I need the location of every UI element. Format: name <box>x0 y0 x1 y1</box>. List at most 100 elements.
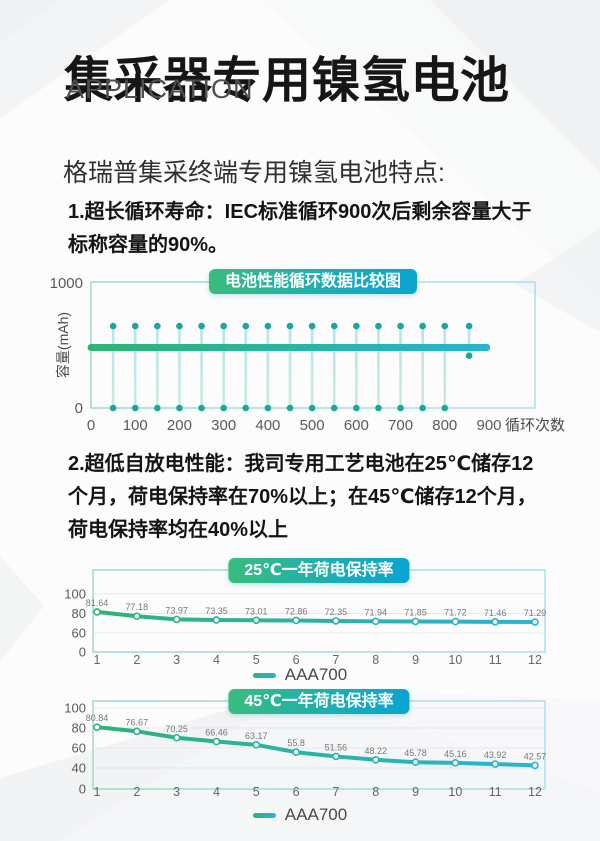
outlier-stem <box>465 322 473 360</box>
svg-text:70.25: 70.25 <box>165 724 188 734</box>
svg-text:8: 8 <box>372 653 379 667</box>
retention-45c-chart: 100 80 60 40 0 80.84 76.67 70.25 66.46 63.17 55.8 5… <box>64 700 547 799</box>
svg-text:71.94: 71.94 <box>364 607 387 617</box>
svg-text:71.29: 71.29 <box>524 608 547 618</box>
svg-text:900: 900 <box>476 417 501 434</box>
page-subtitle: APPLICATION <box>66 74 254 104</box>
svg-text:80: 80 <box>72 721 86 736</box>
svg-text:5: 5 <box>253 653 260 667</box>
svg-text:2: 2 <box>133 653 140 667</box>
svg-text:7: 7 <box>332 653 339 667</box>
y-axis-ticks: 100 80 60 0 <box>64 587 86 660</box>
svg-text:1: 1 <box>94 785 101 799</box>
legend-label: AAA700 <box>284 805 348 824</box>
y-axis-ticks: 1000 0 <box>50 275 83 417</box>
feature-1-line-2: 标称容量的90%。 <box>68 234 229 256</box>
svg-text:100: 100 <box>123 417 148 434</box>
svg-text:55.8: 55.8 <box>287 738 305 748</box>
svg-text:1000: 1000 <box>50 275 83 292</box>
svg-text:2: 2 <box>133 785 140 799</box>
svg-text:10: 10 <box>448 653 462 667</box>
svg-text:81.64: 81.64 <box>86 598 109 608</box>
y-axis-ticks: 100 80 60 40 0 <box>64 701 86 797</box>
svg-text:0: 0 <box>87 417 95 434</box>
svg-text:300: 300 <box>211 417 236 434</box>
svg-text:11: 11 <box>489 785 502 799</box>
svg-text:71.46: 71.46 <box>484 608 507 618</box>
page-title: 集采器专用镍氢电池 <box>64 53 510 108</box>
svg-text:48.22: 48.22 <box>364 746 387 756</box>
svg-text:500: 500 <box>300 417 325 434</box>
data-labels: 81.64 77.18 73.97 73.35 73.01 72.86 72.35 71.94… <box>86 598 547 618</box>
svg-text:9: 9 <box>412 653 419 667</box>
svg-text:76.67: 76.67 <box>126 717 149 727</box>
svg-text:73.97: 73.97 <box>165 605 188 615</box>
svg-text:73.35: 73.35 <box>205 606 228 616</box>
svg-text:72.35: 72.35 <box>325 607 348 617</box>
feature-1-text: 1.超长循环寿命：IEC标准循环900次后剩余容量大于 标称容量的90%。 <box>68 196 531 262</box>
feature-2-line-1: 2.超低自放电性能：我司专用工艺电池在25℃储存12 <box>68 453 534 475</box>
svg-text:71.85: 71.85 <box>404 607 427 617</box>
data-points <box>93 608 539 626</box>
svg-text:800: 800 <box>432 417 457 434</box>
data-line <box>95 725 537 768</box>
svg-text:42.57: 42.57 <box>524 751 547 761</box>
svg-text:8: 8 <box>372 785 379 799</box>
svg-text:11: 11 <box>489 653 502 667</box>
svg-text:4: 4 <box>213 785 220 799</box>
svg-text:77.18: 77.18 <box>126 602 149 612</box>
svg-text:100: 100 <box>64 701 86 716</box>
svg-text:12: 12 <box>528 653 542 667</box>
svg-text:700: 700 <box>388 417 413 434</box>
data-line <box>95 609 537 624</box>
feature-2-line-3: 荷电保持率均在40%以上 <box>68 519 289 541</box>
legend-label: AAA700 <box>284 665 348 684</box>
svg-text:0: 0 <box>79 645 86 660</box>
plot-border <box>92 700 546 790</box>
svg-text:6: 6 <box>293 653 300 667</box>
section-heading: 格瑞普集采终端专用镍氢电池特点: <box>63 159 445 187</box>
svg-text:1: 1 <box>94 653 101 667</box>
retention-25c-legend: AAA700 <box>0 665 600 684</box>
svg-text:7: 7 <box>332 785 339 799</box>
svg-text:9: 9 <box>412 785 419 799</box>
stems <box>109 322 449 412</box>
legend-line-swatch <box>252 812 276 818</box>
x-axis-ticks: 0 100 200 300 400 500 600 700 800 900 <box>87 417 502 434</box>
x-axis-ticks: 1 2 3 4 5 6 7 8 9 10 11 12 <box>94 653 542 667</box>
svg-text:66.46: 66.46 <box>205 728 228 738</box>
svg-text:3: 3 <box>173 785 180 799</box>
svg-text:45.78: 45.78 <box>404 748 427 758</box>
svg-text:400: 400 <box>255 417 280 434</box>
feature-1-line-1: 1.超长循环寿命：IEC标准循环900次后剩余容量大于 <box>68 201 532 223</box>
data-points <box>93 723 539 770</box>
svg-text:80.84: 80.84 <box>86 713 109 723</box>
svg-text:73.01: 73.01 <box>245 606 268 616</box>
svg-text:200: 200 <box>167 417 192 434</box>
svg-text:51.56: 51.56 <box>325 742 348 752</box>
svg-text:600: 600 <box>344 417 369 434</box>
svg-text:0: 0 <box>75 400 83 417</box>
y-axis-label: 容量(mAh) <box>55 312 71 378</box>
retention-25c-title-badge: 25℃一年荷电保持率 <box>228 558 410 583</box>
svg-text:43.92: 43.92 <box>484 750 507 760</box>
svg-text:6: 6 <box>293 785 300 799</box>
svg-text:4: 4 <box>213 653 220 667</box>
svg-text:60: 60 <box>72 741 86 756</box>
x-axis-label: 循环次数 <box>505 417 565 434</box>
cycle-chart: 1000 0 容量(mAh) 0 100 200 300 400 500 600 700 800 900… <box>50 275 565 434</box>
feature-2-line-2: 个月，荷电保持率在70%以上；在45℃储存12个月， <box>68 486 537 508</box>
gridlines <box>93 593 545 634</box>
svg-text:71.72: 71.72 <box>444 608 467 618</box>
svg-text:40: 40 <box>72 761 86 776</box>
svg-text:100: 100 <box>64 587 86 602</box>
cycle-chart-title-badge: 电池性能循环数据比较图 <box>208 269 418 294</box>
svg-text:10: 10 <box>448 785 462 799</box>
legend-line-swatch <box>252 672 276 678</box>
svg-text:3: 3 <box>173 653 180 667</box>
svg-text:80: 80 <box>72 606 86 621</box>
gridlines <box>93 707 545 769</box>
x-axis-ticks: 1 2 3 4 5 6 7 8 9 10 11 12 <box>94 785 542 799</box>
svg-text:72.86: 72.86 <box>285 606 308 616</box>
